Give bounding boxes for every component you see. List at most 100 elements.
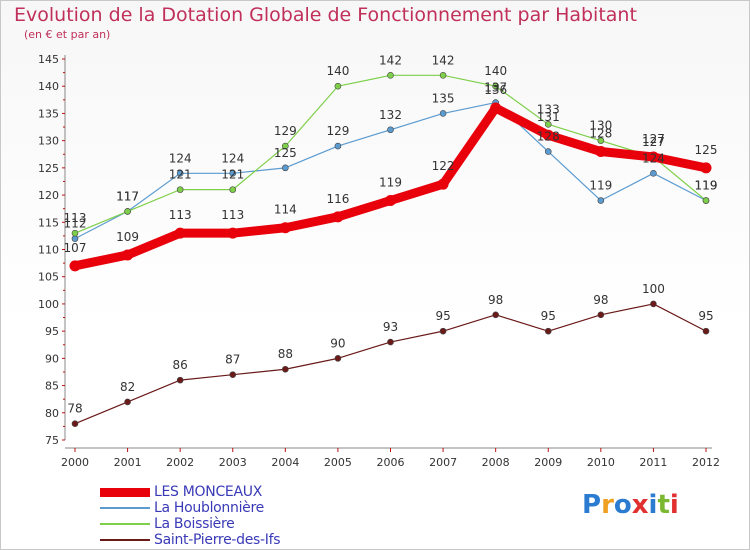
x-tick-label: 2001 bbox=[114, 456, 142, 469]
x-tick-label: 2011 bbox=[639, 456, 667, 469]
data-point bbox=[597, 137, 605, 144]
data-point bbox=[124, 208, 131, 215]
data-label: 121 bbox=[221, 168, 244, 182]
data-label: 95 bbox=[435, 309, 450, 323]
data-label: 140 bbox=[326, 64, 349, 78]
y-tick-label: 105 bbox=[38, 271, 59, 284]
data-label: 119 bbox=[379, 176, 402, 190]
legend-label: La Houblonnière bbox=[154, 500, 264, 516]
data-point bbox=[492, 82, 499, 90]
data-label: 95 bbox=[698, 309, 713, 323]
data-label: 113 bbox=[169, 208, 192, 222]
data-point bbox=[702, 327, 710, 335]
data-label: 142 bbox=[379, 53, 402, 67]
x-tick-label: 2004 bbox=[271, 456, 299, 469]
data-point bbox=[650, 170, 657, 177]
data-label: 119 bbox=[695, 179, 718, 193]
data-point bbox=[385, 195, 396, 207]
y-tick-label: 115 bbox=[38, 216, 59, 229]
data-point bbox=[229, 371, 237, 378]
data-label: 113 bbox=[64, 211, 87, 225]
y-tick-label: 85 bbox=[45, 380, 59, 393]
data-label: 98 bbox=[593, 293, 608, 307]
data-label: 136 bbox=[484, 83, 507, 97]
data-label: 86 bbox=[173, 358, 188, 372]
x-tick-label: 2012 bbox=[692, 456, 720, 469]
data-label: 107 bbox=[64, 241, 87, 255]
legend-item: LES MONCEAUX bbox=[100, 484, 280, 500]
proxiti-logo: Proxiti bbox=[582, 490, 679, 520]
data-label: 121 bbox=[169, 168, 192, 182]
legend-item: Saint-Pierre-des-Ifs bbox=[100, 532, 281, 548]
chart-subtitle: (en € et par an) bbox=[24, 28, 111, 41]
data-label: 122 bbox=[432, 159, 455, 173]
legend-label: La Boissière bbox=[154, 516, 235, 532]
y-tick-label: 125 bbox=[38, 162, 59, 175]
y-tick-label: 80 bbox=[45, 407, 59, 420]
data-point bbox=[334, 82, 342, 90]
data-point bbox=[229, 186, 237, 193]
data-point bbox=[544, 327, 552, 335]
data-point bbox=[282, 164, 289, 172]
x-tick-label: 2008 bbox=[482, 456, 510, 469]
data-point bbox=[122, 249, 134, 261]
y-tick-label: 75 bbox=[45, 434, 59, 447]
data-label: 112 bbox=[64, 217, 87, 231]
data-point bbox=[597, 311, 605, 319]
data-label: 128 bbox=[589, 127, 612, 141]
data-label: 135 bbox=[432, 91, 455, 105]
data-label: 95 bbox=[541, 309, 556, 323]
data-point bbox=[71, 229, 79, 237]
logo-letter: P bbox=[582, 490, 602, 520]
data-point bbox=[124, 398, 131, 406]
logo-letter: i bbox=[648, 490, 658, 520]
data-label: 90 bbox=[330, 336, 345, 350]
x-tick-label: 2007 bbox=[429, 456, 457, 469]
x-tick-label: 2002 bbox=[166, 456, 194, 469]
data-label: 100 bbox=[642, 282, 665, 296]
y-tick-label: 130 bbox=[38, 135, 59, 148]
data-label: 140 bbox=[484, 64, 507, 78]
data-point bbox=[334, 355, 342, 362]
data-label: 114 bbox=[274, 203, 297, 217]
data-point bbox=[647, 151, 659, 163]
data-point bbox=[227, 227, 239, 239]
data-label: 82 bbox=[120, 380, 135, 394]
x-tick-label: 2003 bbox=[219, 456, 247, 469]
x-tick-label: 2009 bbox=[534, 456, 562, 469]
data-point bbox=[437, 178, 449, 190]
data-label: 117 bbox=[116, 189, 139, 203]
data-point bbox=[176, 170, 184, 177]
data-point bbox=[279, 222, 291, 234]
y-tick-label: 90 bbox=[45, 352, 59, 365]
data-label: 124 bbox=[169, 151, 192, 165]
data-point bbox=[700, 162, 712, 174]
data-label: 116 bbox=[326, 192, 349, 206]
legend-swatch bbox=[100, 523, 150, 525]
data-label: 132 bbox=[379, 108, 402, 122]
y-tick-label: 95 bbox=[45, 325, 59, 338]
chart-legend: LES MONCEAUX La Houblonnière La Boissière S… bbox=[100, 484, 281, 548]
chart-title: Evolution de la Dotation Globale de Fonc… bbox=[14, 4, 637, 26]
x-tick-label: 2000 bbox=[61, 456, 89, 469]
data-point bbox=[229, 170, 237, 177]
data-point bbox=[69, 260, 81, 272]
data-point bbox=[282, 142, 289, 150]
y-tick-label: 100 bbox=[38, 298, 59, 311]
data-label: 129 bbox=[274, 124, 297, 138]
data-label: 98 bbox=[488, 293, 503, 307]
data-point bbox=[492, 311, 499, 319]
data-label: 117 bbox=[116, 189, 139, 203]
data-point bbox=[490, 102, 502, 114]
data-point bbox=[439, 327, 447, 335]
legend-label: LES MONCEAUX bbox=[154, 484, 262, 500]
data-point bbox=[176, 376, 184, 384]
data-point bbox=[544, 148, 552, 155]
data-point bbox=[597, 197, 605, 204]
data-label: 127 bbox=[642, 135, 665, 149]
data-label: 125 bbox=[695, 143, 718, 157]
legend-swatch bbox=[100, 507, 150, 509]
data-point bbox=[387, 72, 394, 79]
